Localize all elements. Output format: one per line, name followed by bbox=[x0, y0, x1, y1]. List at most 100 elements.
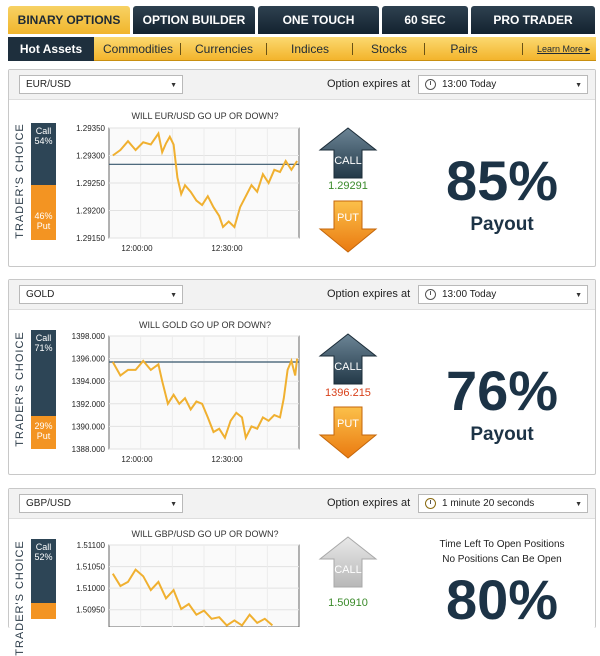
expiry-value: 1 minute 20 seconds bbox=[442, 498, 535, 509]
y-tick-label: 1.29250 bbox=[76, 179, 105, 188]
panel-header: EUR/USD ▼ Option expires at 13:00 Today … bbox=[9, 70, 595, 100]
y-tick-label: 1390.000 bbox=[72, 422, 106, 431]
put-share: 29% Put bbox=[31, 416, 56, 449]
subnav-divider bbox=[522, 43, 523, 55]
subnav-divider bbox=[352, 43, 353, 55]
expires-label: Option expires at bbox=[327, 78, 411, 90]
subnav-divider bbox=[424, 43, 425, 55]
x-tick-label: 12:30:00 bbox=[211, 455, 243, 464]
call-share: Call 71% bbox=[31, 330, 56, 416]
subnav-indices[interactable]: Indices bbox=[290, 42, 330, 56]
traders-choice-bar: Call 52% bbox=[31, 539, 56, 619]
tab-option-builder[interactable]: OPTION BUILDER bbox=[133, 6, 255, 34]
price-chart: 1.51100 1.51050 1.51000 1.50950 bbox=[76, 541, 300, 627]
traders-choice-label: TRADER'S CHOICE bbox=[14, 331, 26, 447]
tab-60-sec[interactable]: 60 SEC bbox=[382, 6, 468, 34]
payout-label: Payout bbox=[470, 424, 534, 445]
expiry-value: 13:00 Today bbox=[442, 289, 497, 300]
subnav-stocks[interactable]: Stocks bbox=[370, 42, 407, 56]
asset-category-nav: Hot Assets Commodities Currencies Indice… bbox=[8, 37, 596, 61]
subnav-pairs[interactable]: Pairs bbox=[450, 42, 478, 56]
put-button[interactable]: PUT bbox=[318, 199, 378, 254]
subnav-divider bbox=[266, 43, 267, 55]
call-button-disabled[interactable]: CALL bbox=[318, 535, 378, 590]
x-tick-label: 12:30:00 bbox=[211, 244, 243, 253]
asset-select-value: GOLD bbox=[26, 289, 55, 300]
asset-panel-gbpusd: GBP/USD ▼ Option expires at 1 minute 20 … bbox=[8, 488, 596, 656]
put-share: 46% Put bbox=[31, 185, 56, 240]
asset-panel-eurusd: EUR/USD ▼ Option expires at 13:00 Today … bbox=[8, 69, 596, 267]
traders-choice-label: TRADER'S CHOICE bbox=[14, 123, 26, 239]
tab-one-touch[interactable]: ONE TOUCH bbox=[258, 6, 379, 34]
tab-pro-trader[interactable]: PRO TRADER bbox=[471, 6, 595, 34]
svg-text:CALL: CALL bbox=[334, 564, 362, 576]
svg-text:PUT: PUT bbox=[337, 418, 359, 430]
traders-choice-label: TRADER'S CHOICE bbox=[14, 540, 26, 656]
traders-choice-bar: Call 71% 29% Put bbox=[31, 330, 56, 449]
current-price: 1396.215 bbox=[325, 387, 371, 399]
subnav-hot-assets[interactable]: Hot Assets bbox=[8, 37, 94, 61]
price-line bbox=[112, 130, 298, 229]
call-share: Call 52% bbox=[31, 539, 56, 603]
subnav-divider bbox=[180, 43, 181, 55]
positions-notice: Time Left To Open Positions No Positions… bbox=[439, 539, 565, 565]
learn-more-link[interactable]: Learn More ▸ bbox=[536, 44, 590, 54]
traders-choice-bar: Call 54% 46% Put bbox=[31, 123, 56, 240]
asset-select[interactable]: GOLD ▼ bbox=[19, 285, 183, 304]
y-tick-label: 1396.000 bbox=[72, 355, 106, 364]
dropdown-arrow-icon: ▼ bbox=[575, 82, 582, 89]
y-tick-label: 1388.000 bbox=[72, 445, 106, 454]
y-tick-label: 1.29200 bbox=[76, 207, 105, 216]
price-chart: 1.29350 1.29300 1.29250 1.29200 1.29150 12:00… bbox=[76, 124, 300, 253]
price-chart: 1398.000 1396.000 1394.000 1392.000 1390.000… bbox=[72, 332, 300, 464]
asset-select-value: GBP/USD bbox=[26, 498, 72, 509]
clock-icon bbox=[425, 79, 436, 90]
dropdown-arrow-icon: ▼ bbox=[170, 501, 177, 508]
tab-binary-options[interactable]: BINARY OPTIONS bbox=[8, 6, 130, 34]
current-price: 1.50910 bbox=[328, 597, 368, 609]
subnav-currencies[interactable]: Currencies bbox=[194, 42, 254, 56]
panel-header: GBP/USD ▼ Option expires at 1 minute 20 … bbox=[9, 489, 595, 519]
dropdown-arrow-icon: ▼ bbox=[170, 292, 177, 299]
expiry-value: 13:00 Today bbox=[442, 79, 497, 90]
payout-label: Payout bbox=[470, 214, 534, 235]
current-price: 1.29291 bbox=[328, 180, 368, 192]
subnav-commodities[interactable]: Commodities bbox=[102, 42, 174, 56]
dropdown-arrow-icon: ▼ bbox=[575, 501, 582, 508]
asset-select[interactable]: GBP/USD ▼ bbox=[19, 494, 183, 513]
expires-label: Option expires at bbox=[327, 497, 411, 509]
asset-select[interactable]: EUR/USD ▼ bbox=[19, 75, 183, 94]
payout-percentage: 85% bbox=[445, 149, 559, 212]
chart-title: WILL EUR/USD GO UP OR DOWN? bbox=[131, 111, 279, 121]
payout-percentage: 80% bbox=[445, 568, 559, 631]
asset-select-value: EUR/USD bbox=[26, 79, 72, 90]
y-tick-label: 1.51100 bbox=[77, 541, 106, 550]
svg-text:CALL: CALL bbox=[334, 155, 362, 167]
x-tick-label: 12:00:00 bbox=[121, 455, 153, 464]
y-tick-label: 1.29350 bbox=[76, 124, 105, 133]
call-share: Call 54% bbox=[31, 123, 56, 185]
y-tick-label: 1.51000 bbox=[76, 584, 105, 593]
asset-panel-gold: GOLD ▼ Option expires at 13:00 Today ▼ T… bbox=[8, 279, 596, 475]
call-button[interactable]: CALL bbox=[318, 332, 378, 387]
expiry-select[interactable]: 1 minute 20 seconds ▼ bbox=[418, 494, 588, 513]
clock-icon bbox=[425, 289, 436, 300]
expiry-select[interactable]: 13:00 Today ▼ bbox=[418, 75, 588, 94]
y-tick-label: 1394.000 bbox=[72, 377, 106, 386]
y-tick-label: 1.51050 bbox=[76, 563, 105, 572]
clock-icon bbox=[425, 498, 436, 509]
y-tick-label: 1.29150 bbox=[76, 234, 105, 243]
expires-label: Option expires at bbox=[327, 288, 411, 300]
expiry-select[interactable]: 13:00 Today ▼ bbox=[418, 285, 588, 304]
svg-text:CALL: CALL bbox=[334, 361, 362, 373]
svg-text:PUT: PUT bbox=[337, 212, 359, 224]
price-line bbox=[111, 357, 299, 441]
put-button[interactable]: PUT bbox=[318, 405, 378, 460]
payout-percentage: 76% bbox=[445, 359, 559, 422]
y-tick-label: 1.29300 bbox=[76, 152, 105, 161]
y-tick-label: 1392.000 bbox=[72, 400, 106, 409]
chart-title: WILL GOLD GO UP OR DOWN? bbox=[138, 320, 272, 330]
y-tick-label: 1.50950 bbox=[76, 606, 105, 615]
call-button[interactable]: CALL bbox=[318, 126, 378, 181]
x-tick-label: 12:00:00 bbox=[121, 244, 153, 253]
